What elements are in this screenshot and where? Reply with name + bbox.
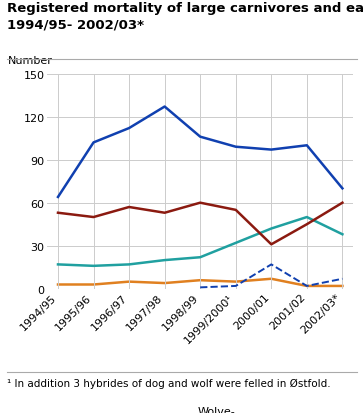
Text: Number: Number xyxy=(8,56,52,66)
Legend: Lynx, Eagle, Wolve-
rine, Bear, Wolf: Lynx, Eagle, Wolve- rine, Bear, Wolf xyxy=(48,406,352,413)
Text: Registered mortality of large carnivores and eagles.: Registered mortality of large carnivores… xyxy=(7,2,364,15)
Text: 1994/95- 2002/03*: 1994/95- 2002/03* xyxy=(7,19,144,31)
Text: ¹ In addition 3 hybrides of dog and wolf were felled in Østfold.: ¹ In addition 3 hybrides of dog and wolf… xyxy=(7,378,331,388)
